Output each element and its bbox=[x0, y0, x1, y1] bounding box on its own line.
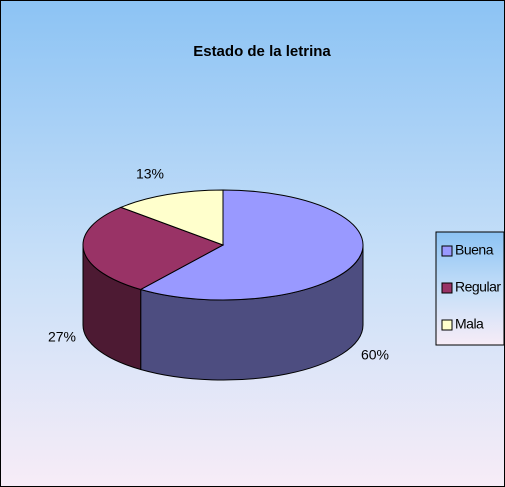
data-label: 27% bbox=[48, 329, 76, 345]
legend-swatch bbox=[441, 245, 453, 257]
chart-title: Estado de la letrina bbox=[193, 43, 331, 60]
legend-label: Mala bbox=[455, 316, 484, 332]
pie-slice bbox=[82, 206, 225, 291]
legend-label: Buena bbox=[455, 242, 494, 258]
data-label: 13% bbox=[136, 166, 164, 182]
pie-slice bbox=[119, 189, 224, 246]
legend-label: Regular bbox=[455, 279, 501, 295]
legend-swatch bbox=[441, 282, 453, 294]
data-label: 60% bbox=[361, 347, 389, 363]
legend-swatch bbox=[441, 319, 453, 331]
pie-slice bbox=[139, 189, 364, 301]
